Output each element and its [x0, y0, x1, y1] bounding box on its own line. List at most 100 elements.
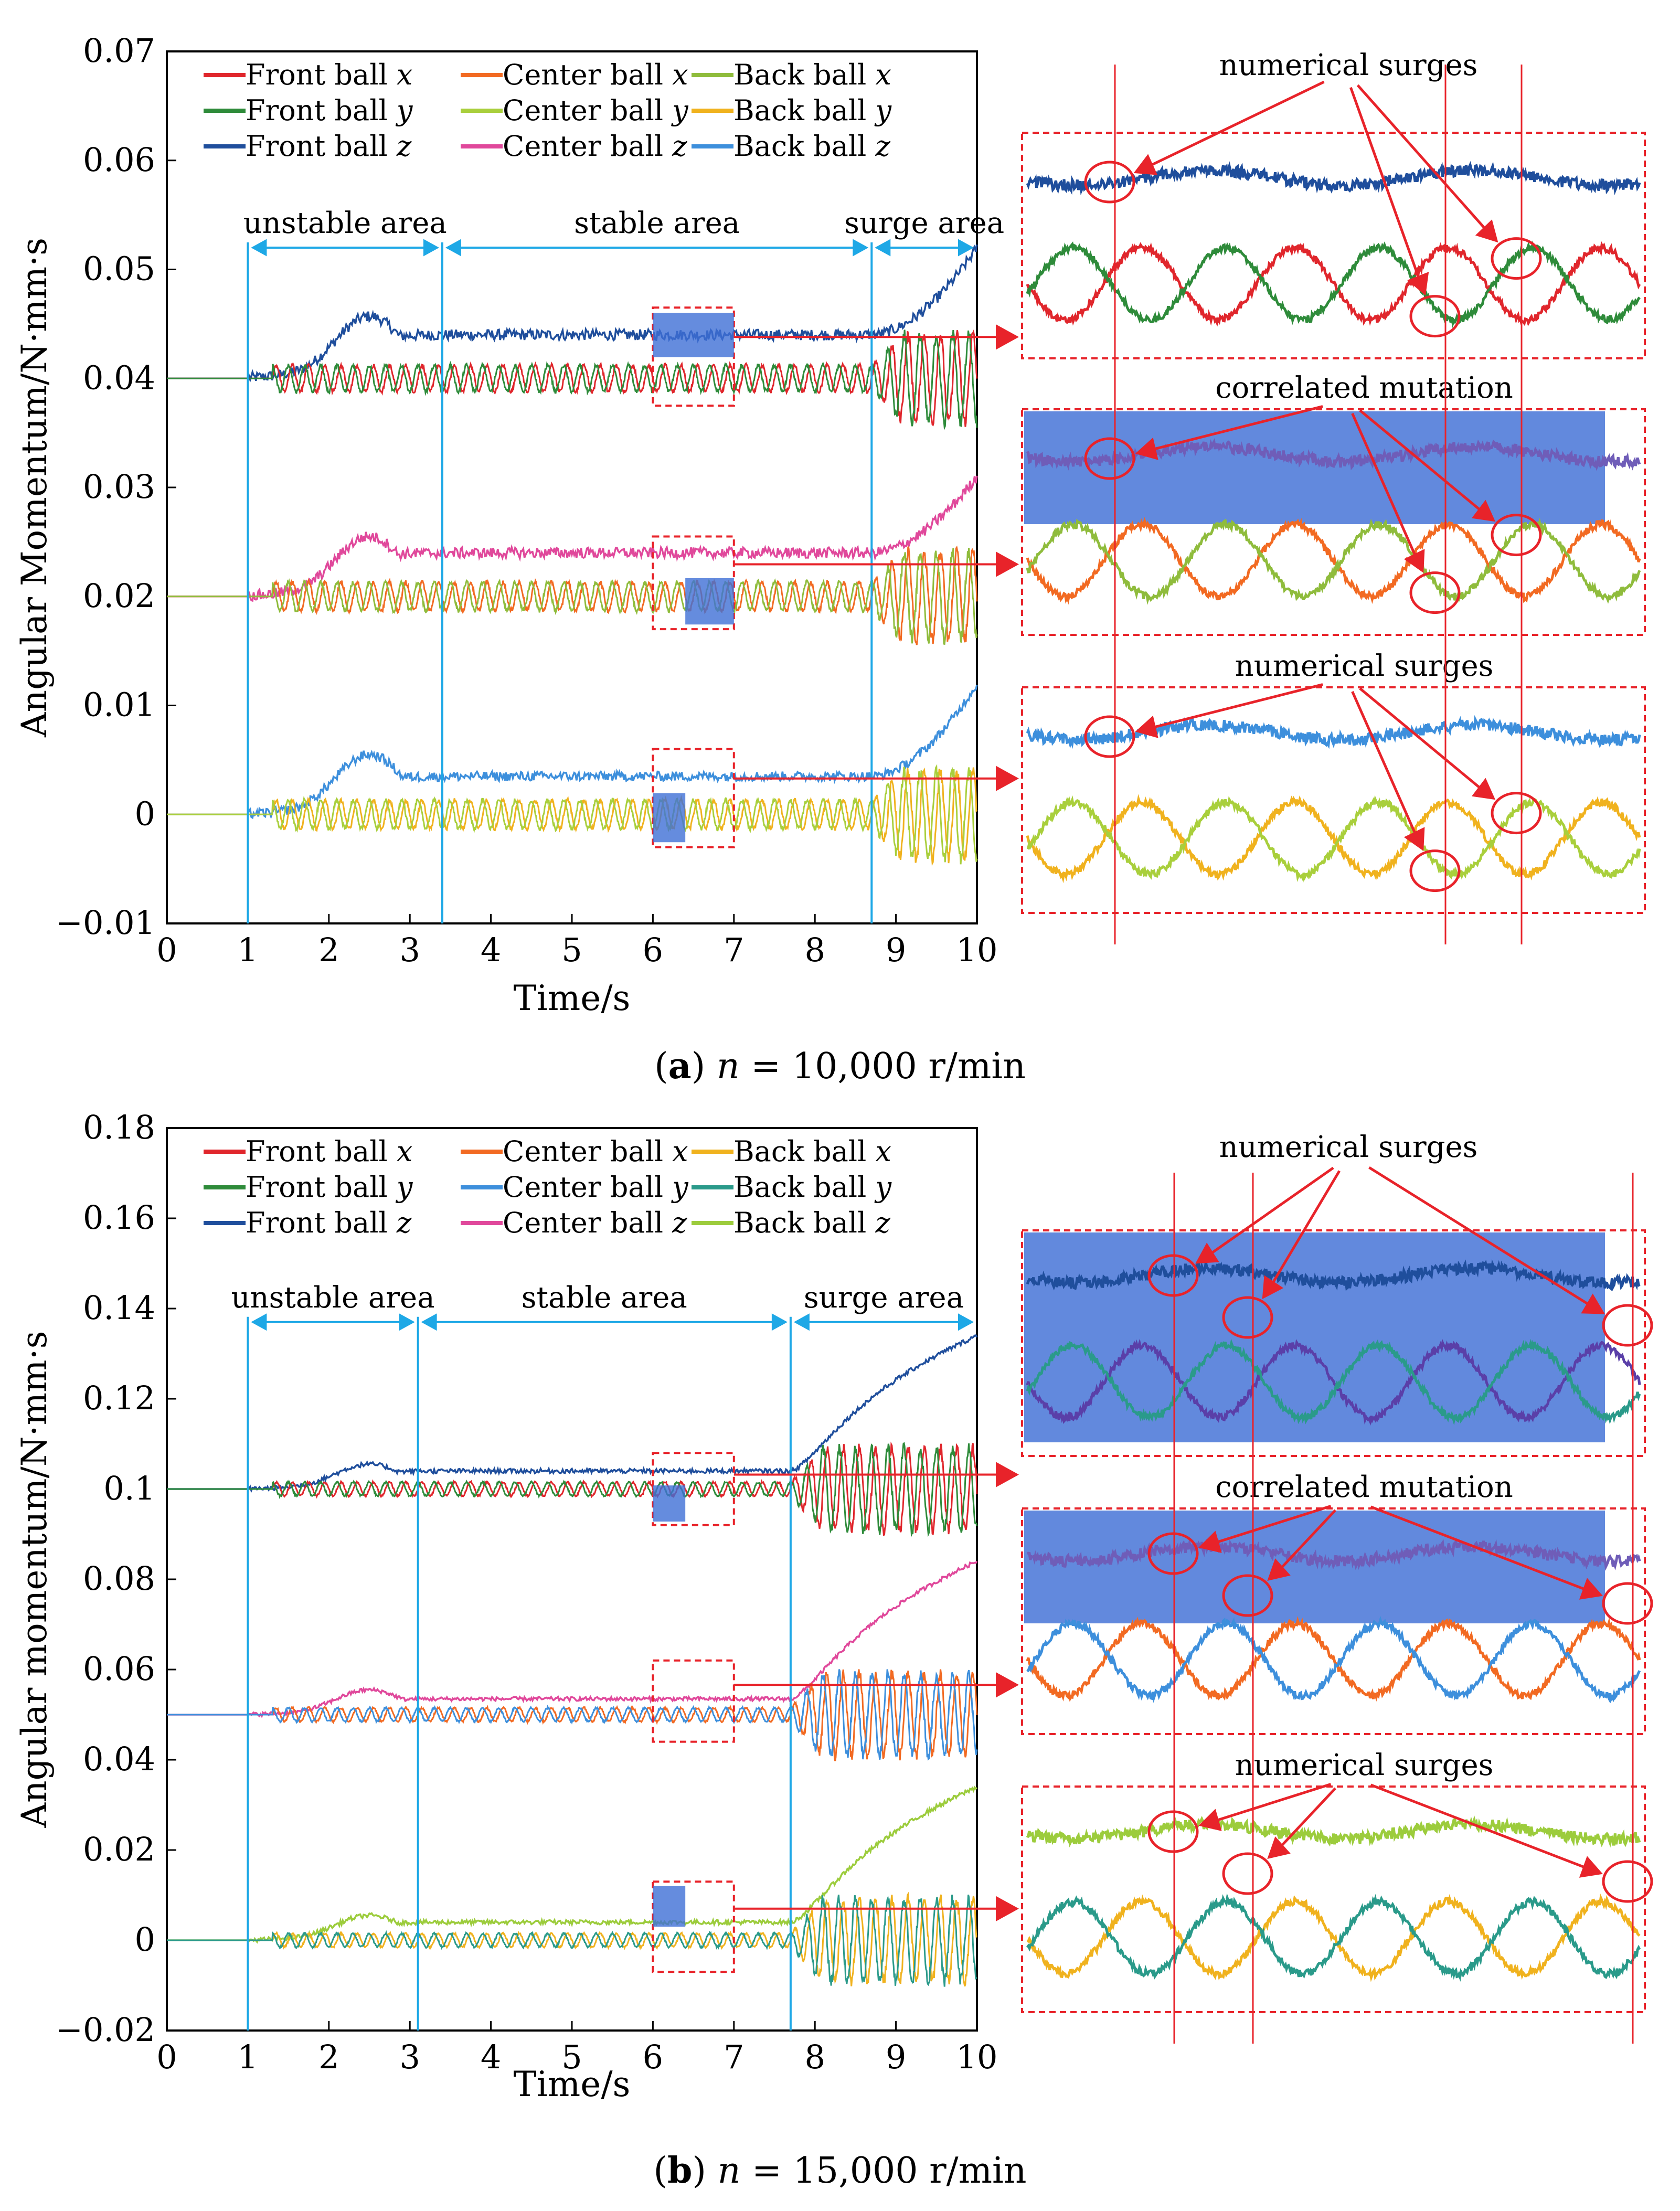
- region-arrow-head: [251, 239, 267, 257]
- x-tick-label: 1: [238, 931, 258, 969]
- detail-trace: [1026, 161, 1641, 196]
- pointer-arrow-shaft: [1270, 1170, 1341, 1287]
- series-line-osc: [167, 1442, 978, 1538]
- region-arrow-head: [423, 239, 439, 257]
- highlight-ellipse: [1409, 849, 1461, 892]
- legend-label: Center ball: [503, 130, 672, 163]
- region-label: stable area: [522, 1281, 687, 1315]
- y-tick-label: 0.1: [103, 1469, 155, 1507]
- annotation-label: numerical surges: [1235, 1748, 1494, 1782]
- caption-letter: b: [667, 2150, 693, 2192]
- region-arrow-head: [958, 1313, 974, 1331]
- x-tick-label: 9: [886, 2038, 906, 2076]
- series-line-osc: [167, 1669, 978, 1761]
- detail-panel-frame: [1021, 408, 1646, 636]
- pointer-arrow-head: [1198, 1809, 1222, 1831]
- detail-panel: [1021, 132, 1646, 359]
- y-tick-label: 0.12: [83, 1379, 155, 1417]
- legend-label: Front ball: [246, 1206, 397, 1239]
- detail-trace: [1027, 1538, 1641, 1571]
- pointer-arrow-shaft: [1368, 1166, 1592, 1308]
- pointer-arrow-head: [1403, 827, 1425, 851]
- pointer-arrow-shaft: [1150, 683, 1323, 730]
- caption-letter: a: [668, 1045, 692, 1087]
- y-tick-label: 0.14: [83, 1289, 155, 1327]
- pointer-arrow-head: [1267, 1558, 1291, 1581]
- legend-entry: Front ball x: [246, 58, 412, 91]
- legend-entry: Front ball y: [246, 1171, 413, 1204]
- y-tick-label: 0.04: [83, 358, 155, 397]
- zoom-highlight: [685, 578, 734, 625]
- legend-entry: Back ball y: [733, 94, 892, 127]
- legend-entry: Back ball x: [733, 1135, 891, 1168]
- series-line-osc: [167, 1891, 978, 1987]
- x-tick-label: 3: [399, 931, 420, 969]
- detail-panel: [1021, 686, 1646, 914]
- region-arrow-head: [399, 1313, 415, 1331]
- detail-trace: [1026, 241, 1641, 327]
- y-tick-label: 0.08: [83, 1559, 155, 1598]
- detail-trace: [1026, 715, 1641, 749]
- highlight-ellipse: [1602, 1582, 1653, 1625]
- region-label: surge area: [844, 206, 1004, 240]
- detail-panel: [1021, 1229, 1646, 1457]
- legend-var: x: [672, 1135, 688, 1168]
- chart-a: 0 1 2 3 4 5 6 7 8 9 10−0.0100.010.020.030.040.050.…: [14, 31, 1646, 1087]
- y-tick-label: 0: [135, 794, 155, 833]
- highlight-ellipse: [1491, 792, 1542, 835]
- highlight-ellipse: [1147, 1532, 1199, 1575]
- pointer-arrow-head: [1471, 499, 1496, 522]
- legend-label: Center ball: [503, 58, 672, 91]
- detail-panel-frame: [1021, 1785, 1646, 2013]
- pointer-arrow-shaft: [1278, 1509, 1336, 1571]
- series-line-osc: [167, 1669, 978, 1761]
- caption-text: = 15,000 r/min: [740, 2150, 1026, 2192]
- region-arrow-head: [875, 239, 891, 257]
- x-tick-label: 10: [956, 2038, 998, 2076]
- legend-var: z: [875, 130, 890, 163]
- highlight-ellipse: [1222, 1574, 1273, 1617]
- legend-entry: Front ball z: [246, 1206, 412, 1239]
- region-arrow-head: [251, 1313, 267, 1331]
- legend-entry: Back ball y: [733, 1171, 892, 1204]
- region-label: surge area: [804, 1281, 964, 1315]
- legend-label: Back ball: [733, 58, 875, 91]
- legend-label: Back ball: [733, 1171, 875, 1204]
- pointer-arrow-head: [1579, 1578, 1603, 1600]
- detail-panel-frame: [1021, 132, 1646, 359]
- figure-caption: (b) n = 15,000 r/min: [653, 2150, 1026, 2192]
- detail-trace: [1026, 517, 1641, 605]
- legend-entry: Front ball x: [246, 1135, 412, 1168]
- pointer-arrow-shaft: [1351, 690, 1418, 837]
- legend-label: Back ball: [733, 130, 875, 163]
- legend-var: z: [396, 130, 412, 163]
- legend-entry: Back ball z: [733, 1206, 890, 1239]
- legend-var: y: [671, 1171, 689, 1204]
- x-tick-label: 6: [643, 2038, 663, 2076]
- pointer-arrow-head: [1407, 272, 1429, 296]
- x-tick-label: 6: [643, 931, 663, 969]
- x-tick-label: 8: [804, 931, 825, 969]
- legend-var: y: [874, 1171, 892, 1204]
- connector-arrow-head: [996, 1462, 1019, 1487]
- y-axis-label: Angular Momentum/N·mm·s: [14, 238, 55, 738]
- pointer-arrow-shaft: [1208, 1166, 1334, 1257]
- x-tick-label: 0: [156, 2038, 177, 2076]
- legend-label: Back ball: [733, 1135, 875, 1168]
- pointer-arrow-head: [1195, 1242, 1219, 1264]
- detail-panel: [1021, 408, 1646, 636]
- x-tick-label: 4: [481, 931, 501, 969]
- x-tick-label: 4: [481, 2038, 501, 2076]
- annotation-label: numerical surges: [1219, 1130, 1478, 1164]
- detail-trace: [1026, 1893, 1641, 1982]
- series-line-osc: [167, 767, 978, 866]
- y-axis-label: Angular momentum/N·mm·s: [14, 1331, 55, 1829]
- highlight-ellipse: [1147, 1810, 1199, 1853]
- legend-label: Back ball: [733, 1206, 875, 1239]
- region-arrow-head: [958, 239, 974, 257]
- detail-panel-frame: [1021, 1229, 1646, 1457]
- connector-arrow-head: [996, 324, 1019, 350]
- caption-var: n: [706, 2150, 740, 2192]
- highlight-ellipse: [1409, 571, 1461, 614]
- detail-trace: [1026, 1615, 1641, 1704]
